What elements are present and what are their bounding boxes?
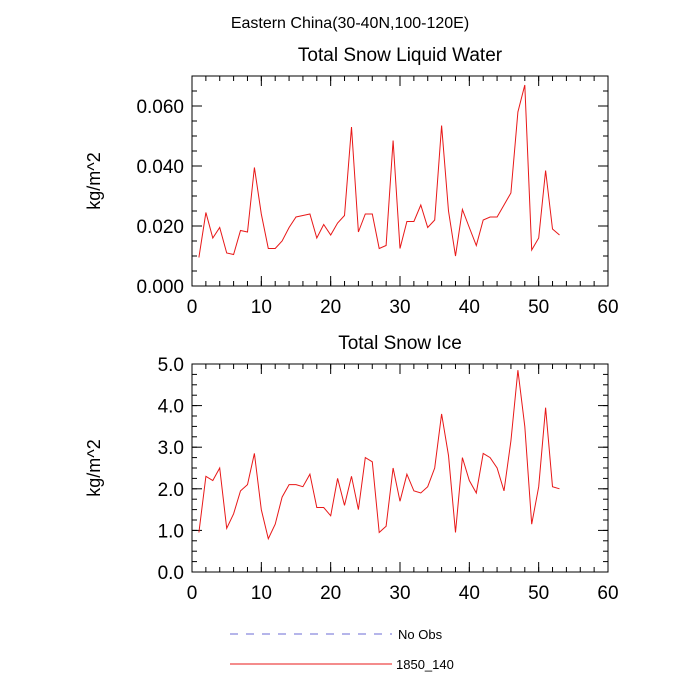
chart1-y-tick-label: 5.0 xyxy=(158,355,184,376)
legend: No Obs 1850_140 xyxy=(230,627,454,672)
chart1-series-line-0 xyxy=(198,370,560,541)
chart1-plot-frame xyxy=(191,363,609,573)
chart1-x-tick-label: 10 xyxy=(251,583,272,604)
chart0-plot-frame xyxy=(191,75,609,287)
chart1-x-tick-label: 50 xyxy=(528,583,549,604)
chart1-y-tick-label: 2.0 xyxy=(158,480,184,501)
chart1-y-axis-label: kg/m^2 xyxy=(84,439,104,496)
chart1-y-tick-label: 3.0 xyxy=(158,438,184,459)
chart-panel-snow-ice: Total Snow Ice 0 10 20 30 40 50 60 0.0 1.0 2.0 3.0 4… xyxy=(84,333,619,604)
chart0-y-tick-label: 0.060 xyxy=(136,97,184,118)
chart1-x-tick-label: 0 xyxy=(187,583,198,604)
chart0-series-line-0 xyxy=(198,84,560,258)
chart0-y-tick-label: 0.000 xyxy=(136,277,184,298)
figure-suptitle: Eastern China(30-40N,100-120E) xyxy=(231,15,469,32)
chart1-x-tick-label: 60 xyxy=(597,583,618,604)
chart0-x-tick-label: 40 xyxy=(459,297,480,318)
chart0-x-tick-label: 0 xyxy=(187,297,198,318)
chart1-y-tick-label: 1.0 xyxy=(158,521,184,542)
chart1-x-tick-label: 40 xyxy=(459,583,480,604)
legend-label-1850-140: 1850_140 xyxy=(396,657,454,672)
chart0-x-tick-label: 20 xyxy=(320,297,341,318)
legend-label-no-obs: No Obs xyxy=(398,627,443,642)
chart0-x-tick-label: 50 xyxy=(528,297,549,318)
chart-panel-snow-liquid-water: Total Snow Liquid Water 0 10 20 30 40 50 60 0.00… xyxy=(84,45,619,318)
chart0-x-tick-label: 10 xyxy=(251,297,272,318)
chart1-x-tick-label: 30 xyxy=(389,583,410,604)
chart1-y-tick-label: 0.0 xyxy=(158,563,184,584)
chart0-y-axis-label: kg/m^2 xyxy=(84,152,104,209)
chart0-x-tick-label: 60 xyxy=(597,297,618,318)
chart0-y-tick-label: 0.040 xyxy=(136,157,184,178)
chart1-x-tick-label: 20 xyxy=(320,583,341,604)
chart1-y-tick-label: 4.0 xyxy=(158,397,184,418)
chart1-title: Total Snow Ice xyxy=(338,333,462,354)
chart0-y-tick-label: 0.020 xyxy=(136,217,184,238)
chart0-x-tick-label: 30 xyxy=(389,297,410,318)
chart0-title: Total Snow Liquid Water xyxy=(298,45,503,66)
